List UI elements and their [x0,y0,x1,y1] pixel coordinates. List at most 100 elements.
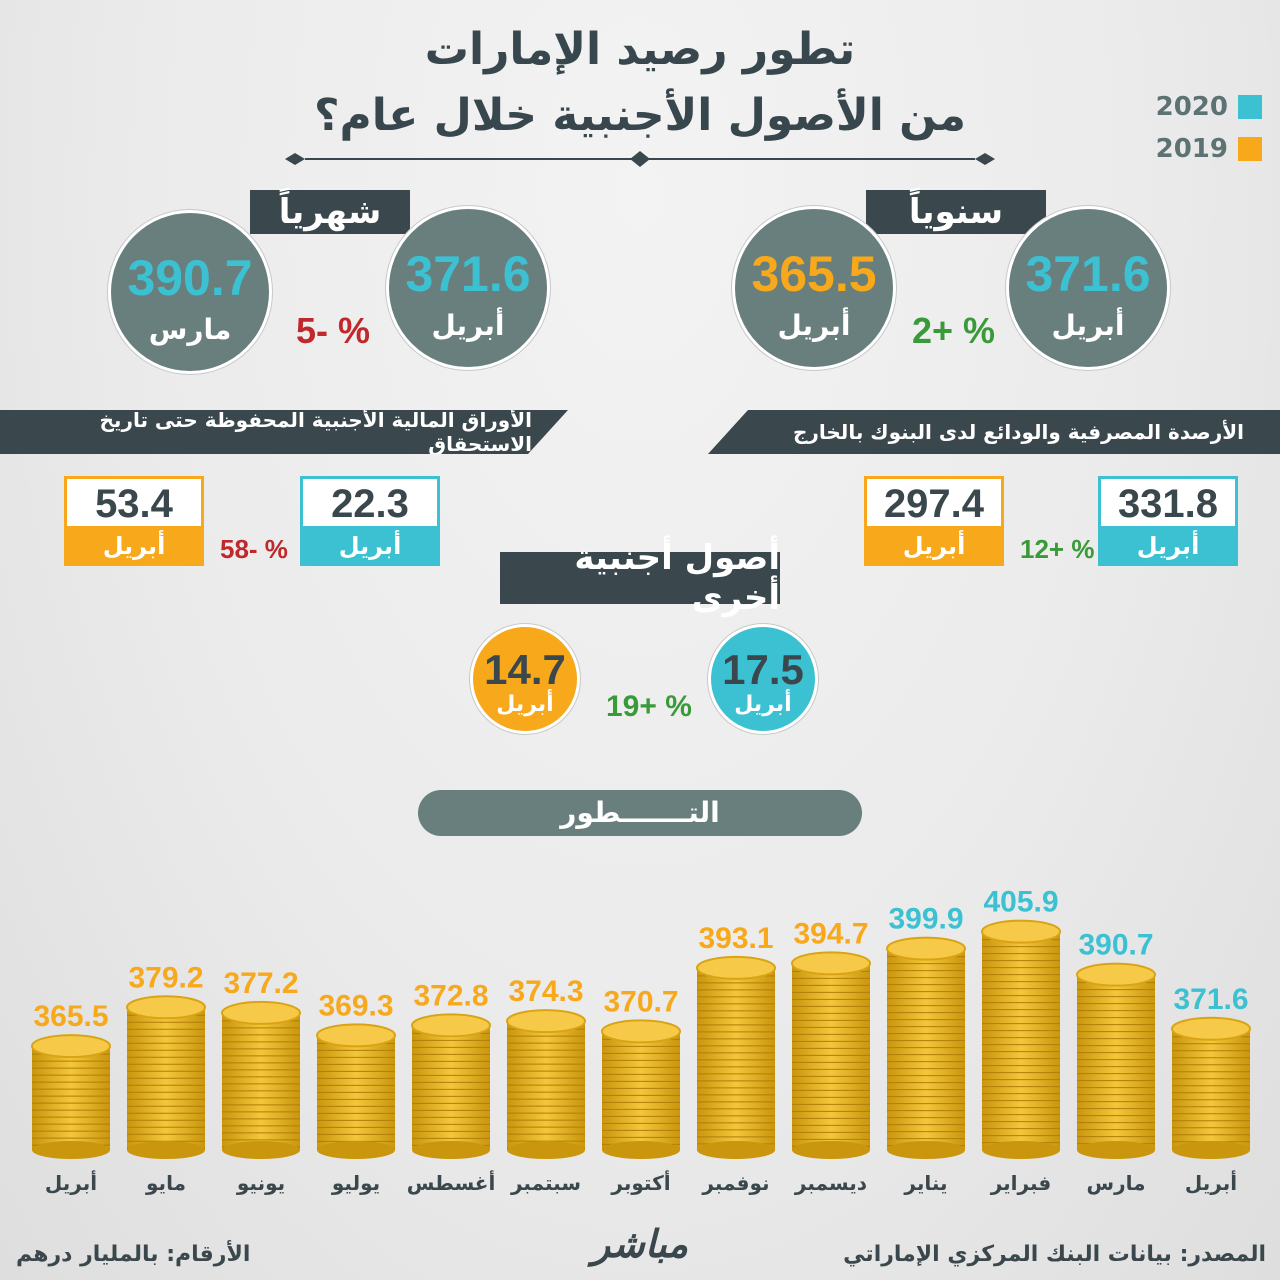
yearly-current-circle: 371.6 أبريل [1006,206,1170,370]
other-assets-previous-value: 14.7 [484,646,566,693]
category-label-6: أكتوبر [610,1169,670,1195]
securities-previous-box: 53.4 أبريل [64,476,204,566]
other-assets-previous-label: أبريل [496,692,554,717]
coin-stack-top [506,1009,586,1034]
value-label-8: 394.7 [793,917,868,950]
category-label-0: أبريل [45,1169,97,1195]
coin-stack-base [887,1141,965,1159]
coin-stack-body [887,948,965,1150]
coin-stack-top [791,951,871,976]
coin-stack-top [696,955,776,980]
yearly-previous-label: أبريل [777,309,851,342]
yearly-previous-circle: 365.5 أبريل [732,206,896,370]
coin-stack-top [221,1000,301,1025]
yearly-banner: سنوياً [866,190,1046,234]
legend-label-2020: 2020 [1155,92,1228,122]
bank-deposits-current-label: أبريل [1098,526,1238,566]
bank-deposits-current-box: 331.8 أبريل [1098,476,1238,566]
category-label-1: مايو [145,1171,186,1195]
coin-stack-top [1171,1016,1251,1041]
monthly-current-label: أبريل [431,309,505,342]
legend-label-2019: 2019 [1155,134,1228,164]
coin-stack-base [412,1141,490,1159]
coin-stack-8 [791,951,871,1159]
bank-deposits-previous-box: 297.4 أبريل [864,476,1004,566]
coin-stack-top [886,936,966,961]
legend-2020: 2020 [1156,92,1262,122]
page-title: تطور رصيد الإمارات [424,24,856,75]
coin-stack-9 [886,936,966,1159]
coin-stack-base [317,1141,395,1159]
coin-stack-12 [1171,1016,1251,1159]
coin-stack-7 [696,955,776,1159]
coin-stack-base [127,1141,205,1159]
bank-deposits-current-value: 331.8 [1098,476,1238,526]
monthly-current-value: 371.6 [405,246,531,302]
securities-previous-label: أبريل [64,526,204,566]
other-assets-current-coin: 17.5 أبريل [708,624,818,734]
coin-stack-10 [981,919,1061,1159]
monthly-previous-value: 390.7 [127,250,253,306]
coin-stack-body [697,967,775,1150]
coin-stack-body [602,1031,680,1150]
coin-stack-body [222,1012,300,1150]
coin-stack-top [981,919,1061,944]
coin-stack-top [316,1023,396,1048]
yearly-current-label: أبريل [1051,309,1125,342]
coin-stack-3 [316,1023,396,1159]
monthly-previous-circle: 390.7 مارس [108,210,272,374]
coin-stack-body [982,931,1060,1150]
coin-stack-top [31,1034,111,1059]
other-assets-banner: أصول أجنبية أخرى [500,538,780,618]
value-label-0: 365.5 [33,1000,108,1033]
coin-stack-base [697,1141,775,1159]
other-assets-change: 19+ % [606,690,692,723]
monthly-current-circle: 371.6 أبريل [386,206,550,370]
coin-stack-4 [411,1013,491,1159]
category-label-9: يناير [903,1171,947,1195]
category-label-3: يوليو [331,1171,380,1195]
value-label-1: 379.2 [128,961,203,994]
coin-stack-1 [126,995,206,1159]
coin-stack-11 [1076,962,1156,1159]
category-label-5: سبتمبر [510,1171,581,1195]
other-assets-current-value: 17.5 [722,646,804,693]
coin-stack-body [412,1025,490,1150]
coin-stack-6 [601,1019,681,1159]
value-label-2: 377.2 [223,967,298,1000]
coin-stack-body [1172,1028,1250,1150]
coin-stack-top [601,1019,681,1044]
coin-stack-base [792,1141,870,1159]
coin-stack-base [1172,1141,1250,1159]
category-label-8: ديسمبر [794,1171,867,1195]
page-subtitle: من الأصول الأجنبية خلال عام؟ [313,90,966,141]
yearly-previous-value: 365.5 [751,246,877,302]
coin-stack-body [792,963,870,1150]
legend-2019: 2019 [1156,134,1262,164]
other-assets-previous-coin: 14.7 أبريل [470,624,580,734]
units-note: الأرقام: بالمليار درهم [16,1242,251,1267]
legend-swatch-2019 [1238,137,1262,161]
securities-current-label: أبريل [300,526,440,566]
value-label-6: 370.7 [603,985,678,1018]
coin-stack-top [1076,962,1156,987]
coin-stack-base [507,1141,585,1159]
value-label-10: 405.9 [983,886,1058,919]
bank-deposits-previous-label: أبريل [864,526,1004,566]
brand-logo: مباشر [591,1222,689,1266]
bank-deposits-title: الأرصدة المصرفية والودائع لدى البنوك بال… [708,410,1280,454]
coin-stack-body [1077,974,1155,1150]
evolution-title: التـــــــطور [418,790,862,836]
coin-stack-body [32,1046,110,1150]
category-label-2: يونيو [236,1171,285,1195]
title-divider [285,151,995,167]
monthly-banner: شهرياً [250,190,410,234]
coin-stack-2 [221,1000,301,1159]
coin-stack-top [126,995,206,1020]
value-label-3: 369.3 [318,989,393,1022]
coin-stack-base [1077,1141,1155,1159]
value-label-5: 374.3 [508,975,583,1008]
value-label-7: 393.1 [698,922,773,955]
monthly-change: 5- % [296,310,371,351]
value-label-12: 371.6 [1173,983,1248,1016]
